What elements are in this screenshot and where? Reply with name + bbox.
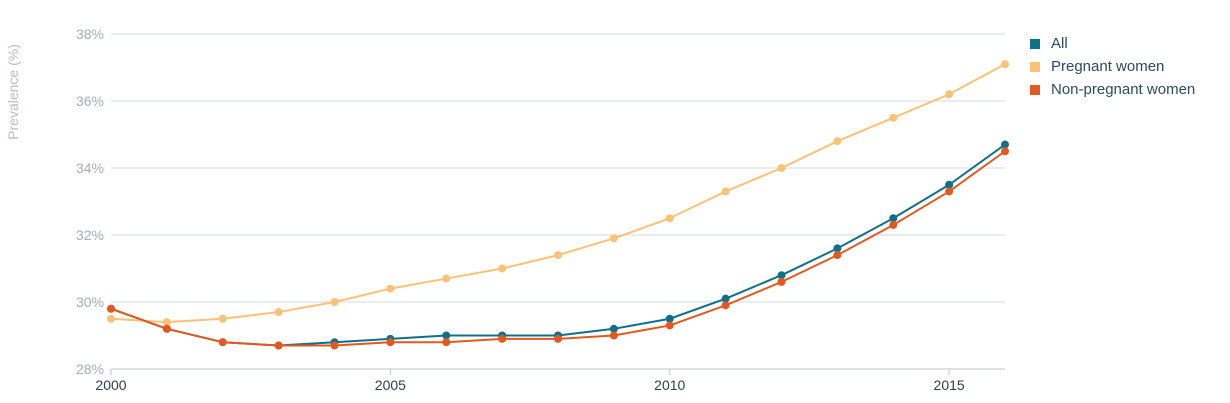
legend-item-all[interactable]: All bbox=[1030, 32, 1195, 55]
legend-label-non-pregnant-women: Non-pregnant women bbox=[1051, 81, 1196, 98]
y-tick-label-38: 38% bbox=[76, 26, 104, 42]
data-point-non-pregnant-women-2010[interactable] bbox=[665, 321, 674, 330]
legend-swatch-pregnant-women bbox=[1030, 61, 1040, 72]
legend-swatch-non-pregnant-women bbox=[1030, 84, 1040, 95]
y-tick-label-28: 28% bbox=[76, 361, 104, 377]
x-tick-label-2005: 2005 bbox=[375, 377, 406, 393]
data-point-non-pregnant-women-2013[interactable] bbox=[833, 251, 842, 260]
data-point-pregnant-women-2006[interactable] bbox=[442, 274, 451, 283]
data-point-non-pregnant-women-2004[interactable] bbox=[330, 341, 339, 350]
data-point-non-pregnant-women-2001[interactable] bbox=[162, 324, 171, 333]
data-point-pregnant-women-2009[interactable] bbox=[609, 234, 618, 243]
data-point-non-pregnant-women-2011[interactable] bbox=[721, 301, 730, 310]
legend: All Pregnant women Non-pregnant women bbox=[1030, 32, 1195, 101]
data-point-pregnant-women-2015[interactable] bbox=[945, 90, 954, 99]
data-point-pregnant-women-2005[interactable] bbox=[386, 284, 395, 293]
data-point-non-pregnant-women-2003[interactable] bbox=[274, 341, 283, 350]
data-point-all-2010[interactable] bbox=[665, 314, 674, 323]
data-point-non-pregnant-women-2015[interactable] bbox=[945, 187, 954, 196]
y-tick-label-30: 30% bbox=[76, 294, 104, 310]
data-point-non-pregnant-women-2007[interactable] bbox=[498, 334, 507, 343]
legend-label-all: All bbox=[1051, 35, 1068, 52]
data-point-non-pregnant-women-2006[interactable] bbox=[442, 338, 451, 347]
gridlines bbox=[111, 33, 1005, 370]
data-point-all-2009[interactable] bbox=[609, 324, 618, 333]
y-tick-label-32: 32% bbox=[76, 227, 104, 243]
data-point-pregnant-women-2000[interactable] bbox=[107, 314, 115, 323]
data-point-pregnant-women-2007[interactable] bbox=[498, 264, 507, 273]
data-point-pregnant-women-2012[interactable] bbox=[777, 164, 786, 172]
data-point-non-pregnant-women-2002[interactable] bbox=[218, 338, 227, 347]
data-point-pregnant-women-2011[interactable] bbox=[721, 187, 730, 196]
y-tick-label-34: 34% bbox=[76, 160, 104, 176]
data-point-all-2015[interactable] bbox=[945, 180, 954, 189]
data-point-pregnant-women-2016[interactable] bbox=[1001, 60, 1009, 69]
x-tick-label-2015: 2015 bbox=[934, 377, 965, 393]
data-point-non-pregnant-women-2014[interactable] bbox=[889, 220, 898, 229]
data-point-pregnant-women-2013[interactable] bbox=[833, 137, 842, 146]
data-point-non-pregnant-women-2008[interactable] bbox=[554, 334, 562, 343]
legend-item-pregnant-women[interactable]: Pregnant women bbox=[1030, 55, 1195, 78]
x-tick-label-2010: 2010 bbox=[654, 377, 685, 393]
data-point-all-2016[interactable] bbox=[1001, 140, 1009, 149]
data-point-all-2013[interactable] bbox=[833, 244, 842, 253]
data-point-non-pregnant-women-2005[interactable] bbox=[386, 338, 395, 347]
data-point-pregnant-women-2001[interactable] bbox=[162, 318, 171, 327]
y-axis-title: Prevalence (%) bbox=[5, 44, 21, 140]
data-point-non-pregnant-women-2016[interactable] bbox=[1001, 147, 1009, 156]
data-point-all-2011[interactable] bbox=[721, 294, 730, 303]
data-point-all-2012[interactable] bbox=[777, 271, 786, 280]
data-point-pregnant-women-2003[interactable] bbox=[274, 308, 283, 317]
series-line-pregnant-women bbox=[110, 63, 1006, 324]
data-point-pregnant-women-2010[interactable] bbox=[665, 214, 674, 223]
series-lines bbox=[107, 60, 1009, 350]
data-point-non-pregnant-women-2000[interactable] bbox=[107, 304, 115, 313]
legend-item-non-pregnant-women[interactable]: Non-pregnant women bbox=[1030, 78, 1195, 101]
data-point-all-2006[interactable] bbox=[442, 331, 451, 340]
data-point-non-pregnant-women-2009[interactable] bbox=[609, 331, 618, 340]
data-point-all-2014[interactable] bbox=[889, 214, 898, 223]
y-tick-label-36: 36% bbox=[76, 93, 104, 109]
data-point-non-pregnant-women-2012[interactable] bbox=[777, 277, 786, 286]
data-point-pregnant-women-2004[interactable] bbox=[330, 298, 339, 306]
x-tick-label-2000: 2000 bbox=[95, 377, 126, 393]
data-point-pregnant-women-2014[interactable] bbox=[889, 113, 898, 122]
axes: 28% 30% 32% 34% 36% 38% 2000 2005 2010 2015 bbox=[76, 26, 1005, 393]
data-point-pregnant-women-2002[interactable] bbox=[218, 314, 227, 323]
legend-label-pregnant-women: Pregnant women bbox=[1051, 58, 1165, 75]
data-point-pregnant-women-2008[interactable] bbox=[554, 251, 562, 260]
legend-swatch-all bbox=[1030, 38, 1040, 49]
